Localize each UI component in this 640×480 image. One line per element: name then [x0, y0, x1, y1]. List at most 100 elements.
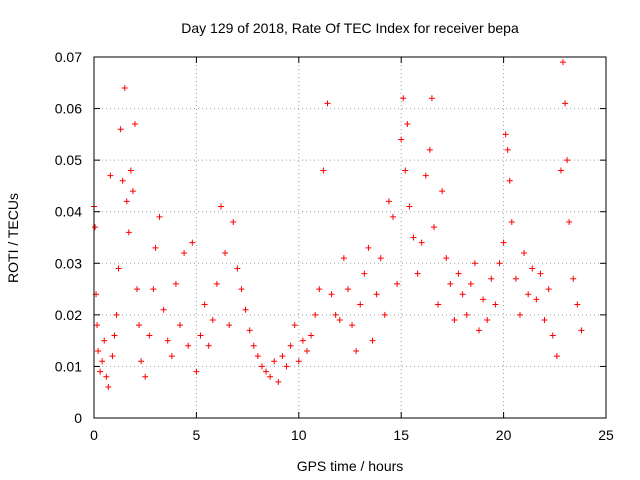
data-point: [439, 188, 446, 195]
data-point: [312, 311, 319, 318]
data-point: [131, 121, 138, 128]
x-tick-label: 10: [291, 427, 307, 443]
data-point: [361, 270, 368, 277]
data-point: [578, 327, 585, 334]
data-point: [217, 203, 224, 210]
data-point: [537, 270, 544, 277]
data-point: [381, 311, 388, 318]
data-point: [529, 265, 536, 272]
data-point: [443, 255, 450, 262]
data-point: [250, 342, 257, 349]
data-point: [316, 286, 323, 293]
data-point: [559, 59, 566, 66]
data-point: [484, 317, 491, 324]
y-tick-label: 0: [74, 410, 82, 426]
data-point: [246, 327, 253, 334]
data-point: [402, 167, 409, 174]
data-point: [400, 95, 407, 102]
data-point: [127, 167, 134, 174]
x-tick-label: 15: [393, 427, 409, 443]
data-point: [138, 358, 145, 365]
data-point: [209, 317, 216, 324]
data-point: [193, 368, 200, 375]
y-tick-label: 0.02: [55, 307, 82, 323]
data-points: [91, 59, 585, 391]
data-point: [308, 332, 315, 339]
data-point: [471, 260, 478, 267]
data-point: [152, 244, 159, 251]
data-point: [113, 311, 120, 318]
data-point: [504, 146, 511, 153]
data-point: [185, 342, 192, 349]
data-point: [320, 167, 327, 174]
data-point: [545, 286, 552, 293]
data-point: [92, 224, 99, 231]
data-point: [168, 353, 175, 360]
y-axis-title: ROTI / TECUs: [5, 193, 21, 283]
data-point: [119, 177, 126, 184]
data-point: [111, 332, 118, 339]
data-point: [349, 322, 356, 329]
data-point: [181, 249, 188, 256]
data-point: [287, 342, 294, 349]
data-point: [564, 157, 571, 164]
axis-ticks: 0 5 10 15 20 25 0 0.01 0.02 0.03 0.04 0.05 0.06 0.07: [55, 49, 614, 443]
y-tick-label: 0.03: [55, 255, 82, 271]
data-point: [480, 296, 487, 303]
data-point: [533, 296, 540, 303]
data-point: [134, 286, 141, 293]
data-point: [263, 368, 270, 375]
data-point: [205, 342, 212, 349]
data-point: [230, 219, 237, 226]
data-point: [506, 177, 513, 184]
data-point: [500, 239, 507, 246]
data-point: [455, 270, 462, 277]
data-point: [242, 306, 249, 313]
data-point: [541, 317, 548, 324]
data-point: [467, 280, 474, 287]
data-point: [146, 332, 153, 339]
data-point: [222, 249, 229, 256]
chart-title: Day 129 of 2018, Rate Of TEC Index for r…: [181, 20, 519, 36]
data-point: [414, 270, 421, 277]
data-point: [267, 373, 274, 380]
data-point: [107, 172, 114, 179]
data-point: [422, 172, 429, 179]
data-point: [426, 146, 433, 153]
data-point: [406, 203, 413, 210]
data-point: [521, 249, 528, 256]
y-tick-label: 0.05: [55, 152, 82, 168]
data-point: [385, 198, 392, 205]
data-point: [258, 363, 265, 370]
data-point: [283, 363, 290, 370]
data-point: [549, 332, 556, 339]
data-point: [344, 286, 351, 293]
data-point: [357, 301, 364, 308]
data-point: [430, 224, 437, 231]
data-point: [279, 353, 286, 360]
data-point: [463, 311, 470, 318]
data-point: [291, 322, 298, 329]
data-point: [324, 100, 331, 107]
data-point: [94, 322, 101, 329]
data-point: [340, 255, 347, 262]
data-point: [377, 255, 384, 262]
data-point: [129, 188, 136, 195]
data-point: [172, 280, 179, 287]
data-point: [566, 219, 573, 226]
data-point: [213, 280, 220, 287]
data-point: [99, 358, 106, 365]
data-point: [197, 332, 204, 339]
data-point: [404, 121, 411, 128]
data-point: [435, 301, 442, 308]
x-tick-label: 25: [598, 427, 614, 443]
x-tick-label: 20: [496, 427, 512, 443]
data-point: [570, 275, 577, 282]
data-point: [373, 291, 380, 298]
data-point: [365, 244, 372, 251]
data-point: [508, 219, 515, 226]
data-point: [295, 358, 302, 365]
y-tick-label: 0.01: [55, 358, 82, 374]
data-point: [353, 347, 360, 354]
